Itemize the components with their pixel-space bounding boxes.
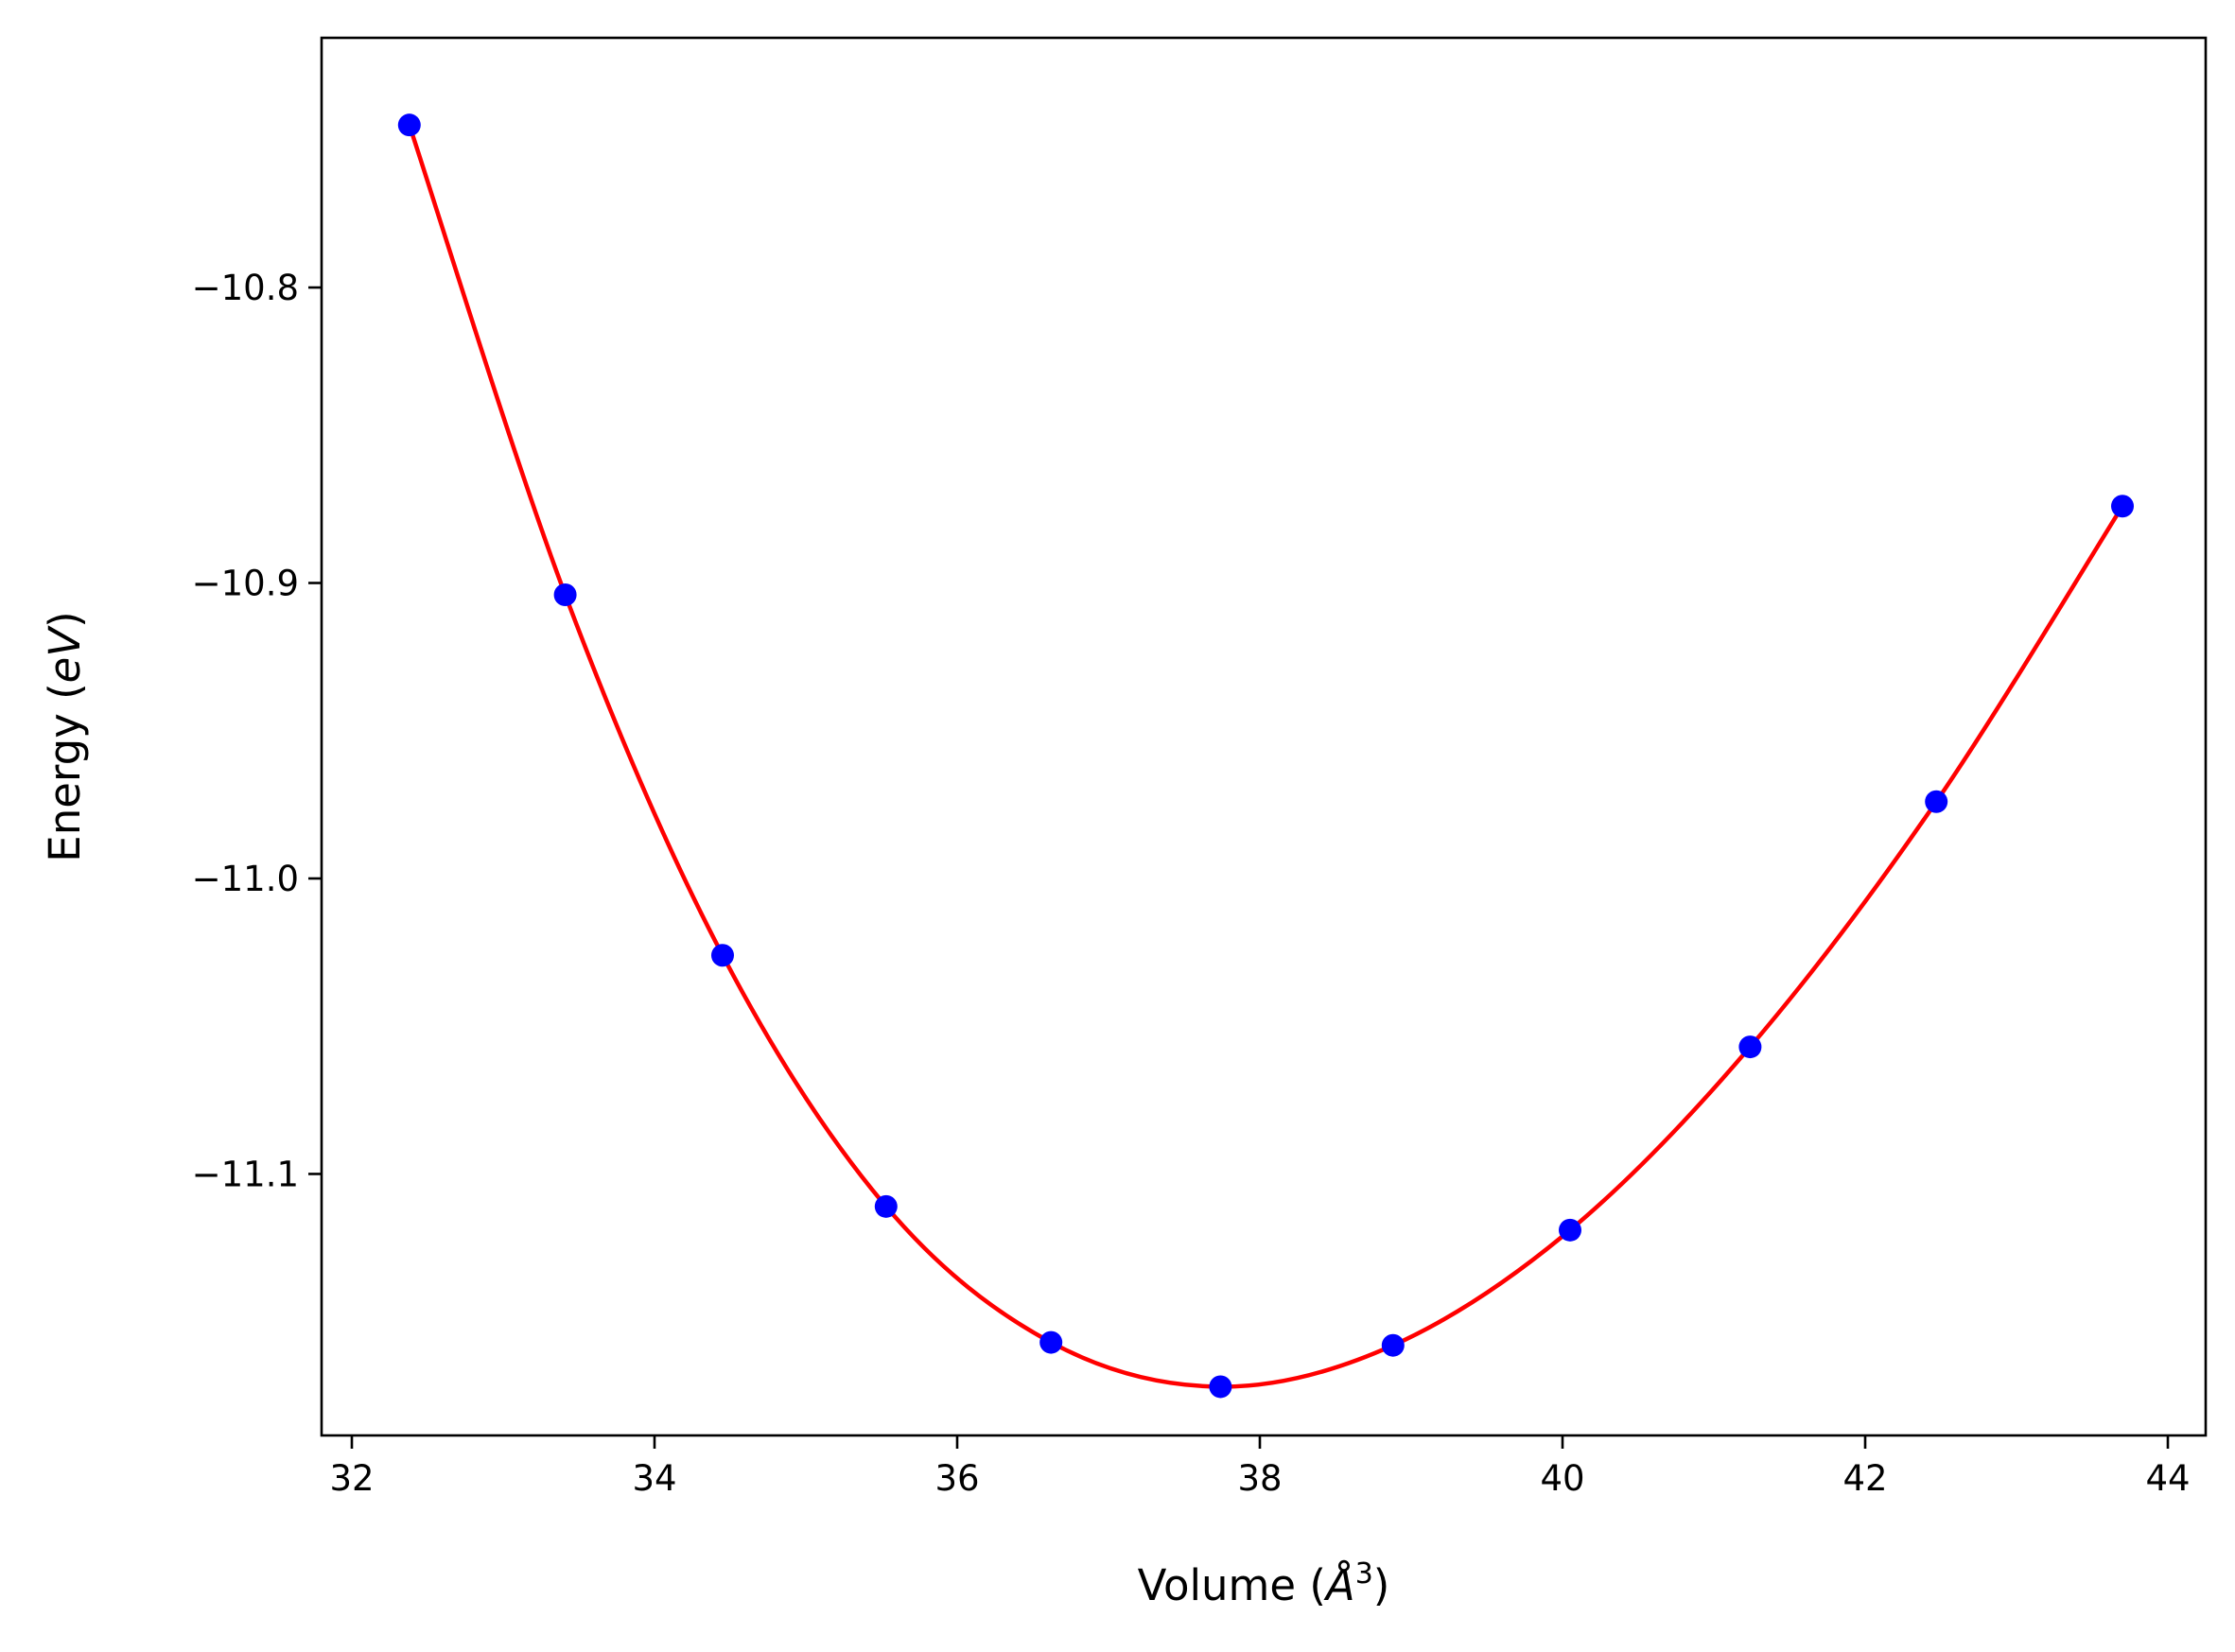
y-tick-label: −11.0 [192, 859, 299, 899]
y-tick-label: −11.1 [192, 1154, 299, 1194]
data-point [1209, 1375, 1232, 1399]
data-points-layer [397, 113, 2134, 1399]
x-tick-label: 36 [934, 1458, 979, 1499]
data-point [1925, 790, 1948, 813]
data-point [874, 1194, 898, 1218]
y-axis-ticks: −10.8 −10.9 −11.0 −11.1 [192, 268, 322, 1194]
data-point [711, 944, 734, 967]
x-tick-label: 40 [1540, 1458, 1584, 1499]
data-point [2111, 495, 2134, 518]
x-tick-label: 42 [1842, 1458, 1887, 1499]
plot-area [322, 38, 2206, 1435]
data-point [397, 113, 421, 137]
data-point [1738, 1035, 1762, 1059]
fit-curve-layer [407, 124, 2124, 1389]
x-tick-label: 38 [1237, 1458, 1282, 1499]
x-tick-label: 32 [329, 1458, 374, 1499]
y-axis-title: Energy (eV) [40, 611, 90, 861]
data-point [1559, 1218, 1581, 1242]
data-point [1381, 1333, 1405, 1357]
x-tick-label: 34 [632, 1458, 676, 1499]
x-axis-title: Volume (Å3) [1138, 1557, 1390, 1610]
plot-frame [320, 36, 2208, 1437]
data-point [1039, 1330, 1063, 1354]
y-tick-label: −10.8 [192, 268, 299, 308]
y-tick-label: −10.9 [192, 564, 299, 604]
x-tick-label: 44 [2145, 1458, 2190, 1499]
fit-curve [407, 124, 2124, 1389]
x-axis-ticks: 32 34 36 38 40 42 44 [329, 1435, 2191, 1499]
data-point [553, 583, 577, 607]
